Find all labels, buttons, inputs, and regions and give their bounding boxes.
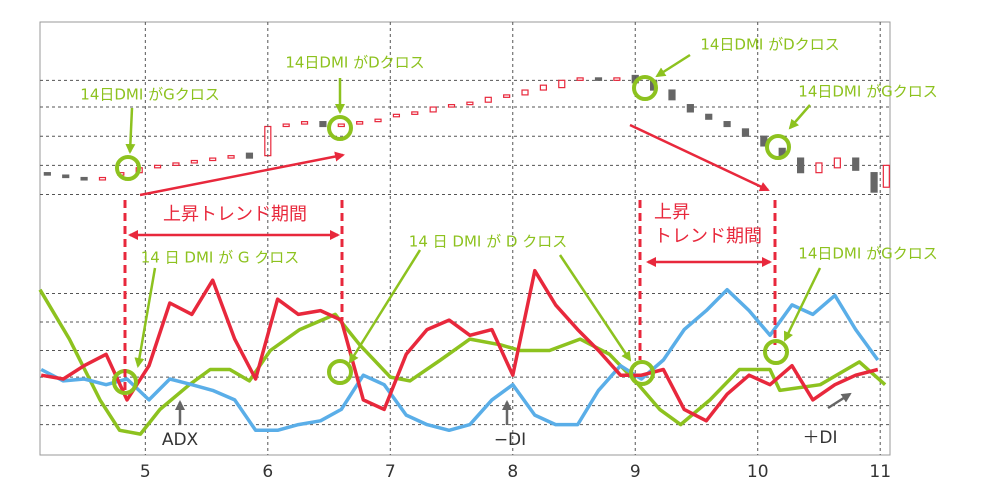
- highlight-circle: [765, 134, 791, 160]
- candle: [613, 77, 621, 81]
- highlight-circle: [327, 359, 353, 385]
- annotation: 14日DMI がGクロス: [798, 83, 937, 101]
- x-tick-label: 11: [869, 462, 891, 482]
- x-tick-label: 10: [747, 462, 769, 482]
- annotation-arrow: [788, 104, 811, 130]
- candle: [539, 84, 547, 91]
- annotation: 14日DMI がGクロス: [798, 245, 937, 263]
- highlight-circle: [327, 115, 353, 141]
- candle: [447, 104, 456, 108]
- plot-frame: [39, 21, 891, 456]
- annotation-arrow: [783, 267, 822, 342]
- annotation-arrow: [558, 254, 632, 362]
- highlight-circle: [629, 360, 655, 386]
- candle: [227, 155, 235, 159]
- candle: [319, 121, 327, 128]
- candle: [98, 176, 107, 181]
- trend-arrow: [629, 123, 770, 192]
- candle: [172, 162, 180, 166]
- candle: [337, 123, 345, 128]
- candle: [833, 157, 841, 169]
- x-tick-label: 5: [140, 462, 151, 482]
- annotation: 14日DMI がDクロス: [700, 36, 839, 54]
- candle: [503, 94, 511, 98]
- candle: [852, 157, 860, 171]
- annotation: 上昇トレンド期間: [163, 204, 307, 225]
- candle: [484, 96, 492, 103]
- highlight-circle: [763, 339, 789, 365]
- candle: [245, 152, 254, 159]
- candle: [411, 111, 419, 115]
- annotation-arrow: [655, 53, 691, 78]
- candle: [356, 121, 364, 125]
- highlight-circle: [632, 75, 658, 101]
- x-tick-label: 7: [385, 462, 396, 482]
- candle: [282, 123, 290, 128]
- series-label: −DI: [494, 430, 526, 450]
- candle: [153, 164, 162, 169]
- x-tick-label: 8: [507, 462, 518, 482]
- annotation: トレンド期間: [654, 226, 762, 247]
- annotation: 上昇: [654, 202, 690, 223]
- annotation-arrow: [348, 249, 422, 364]
- candle: [190, 159, 198, 164]
- candle: [209, 157, 217, 162]
- candle: [594, 77, 603, 81]
- series-line: [38, 288, 887, 436]
- highlight-circle: [115, 155, 141, 181]
- candle: [815, 162, 823, 174]
- candle: [43, 172, 51, 176]
- candle: [705, 113, 713, 120]
- series-label: ADX: [162, 430, 199, 450]
- x-tick-label: 6: [262, 462, 273, 482]
- annotation: 14日DMI がDクロス: [285, 54, 424, 72]
- series-line: [40, 287, 880, 433]
- annotation-arrow: [125, 107, 136, 154]
- candle: [62, 174, 70, 179]
- candle: [686, 104, 694, 113]
- candle: [466, 101, 474, 106]
- candle: [576, 77, 584, 81]
- annotation: 14 日 DMI が D クロス: [409, 233, 567, 251]
- candle: [392, 113, 401, 118]
- annotation-arrow: [134, 267, 157, 368]
- candle: [374, 118, 382, 123]
- series-label: ＋DI: [802, 428, 837, 448]
- candle: [300, 121, 309, 125]
- trend-arrow: [139, 151, 345, 197]
- candle: [558, 79, 566, 89]
- candle: [741, 128, 750, 137]
- candle: [668, 89, 676, 101]
- annotation: 14 日 DMI が G クロス: [141, 249, 299, 267]
- series-line: [40, 268, 879, 423]
- candle: [870, 172, 878, 193]
- x-tick-label: 9: [630, 462, 641, 482]
- annotation: 14日DMI がGクロス: [80, 86, 219, 104]
- label-arrow: [827, 392, 852, 410]
- candle: [521, 89, 529, 96]
- candle: [80, 176, 88, 181]
- candle: [796, 157, 805, 174]
- candle: [882, 164, 890, 188]
- candle: [429, 106, 437, 113]
- candle: [723, 121, 731, 128]
